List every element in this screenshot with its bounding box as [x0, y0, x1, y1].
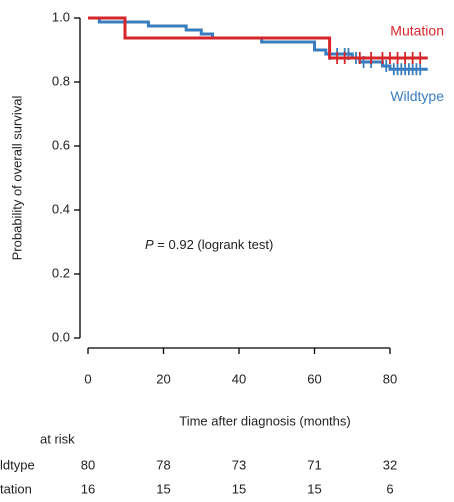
x-tick-label: 60: [307, 371, 321, 386]
risk-count: 15: [232, 481, 246, 496]
survival-curve: [88, 16, 428, 71]
risk-count: 32: [383, 457, 397, 472]
y-axis-label: Probability of overall survival: [9, 96, 24, 261]
risk-row-label: ldtype: [0, 457, 35, 472]
x-tick-label: 0: [84, 371, 91, 386]
risk-count: 6: [386, 481, 393, 496]
y-tick-label: 0.8: [52, 73, 70, 88]
y-tick-label: 1.0: [52, 9, 70, 24]
risk-count: 15: [307, 481, 321, 496]
x-tick-label: 80: [383, 371, 397, 386]
risk-title: at risk: [40, 431, 75, 446]
risk-count: 71: [307, 457, 321, 472]
x-tick-label: 40: [232, 371, 246, 386]
risk-count: 73: [232, 457, 246, 472]
x-tick-label: 20: [156, 371, 170, 386]
x-axis-label: Time after diagnosis (months): [179, 413, 350, 428]
annotation-p: P: [145, 237, 154, 252]
y-tick-label: 0.4: [52, 201, 70, 216]
risk-count: 16: [81, 481, 95, 496]
survival-curve: [88, 16, 428, 60]
y-tick-label: 0.2: [52, 265, 70, 280]
risk-count: 78: [156, 457, 170, 472]
risk-row-label: tation: [0, 481, 32, 496]
risk-count: 15: [156, 481, 170, 496]
annotation: P = 0.92 (logrank test): [145, 237, 273, 252]
y-tick-label: 0.0: [52, 329, 70, 344]
legend-label: Wildtype: [390, 88, 444, 104]
risk-count: 80: [81, 457, 95, 472]
legend-label: Mutation: [390, 23, 444, 39]
annotation-text: = 0.92 (logrank test): [157, 237, 273, 252]
y-tick-label: 0.6: [52, 137, 70, 152]
